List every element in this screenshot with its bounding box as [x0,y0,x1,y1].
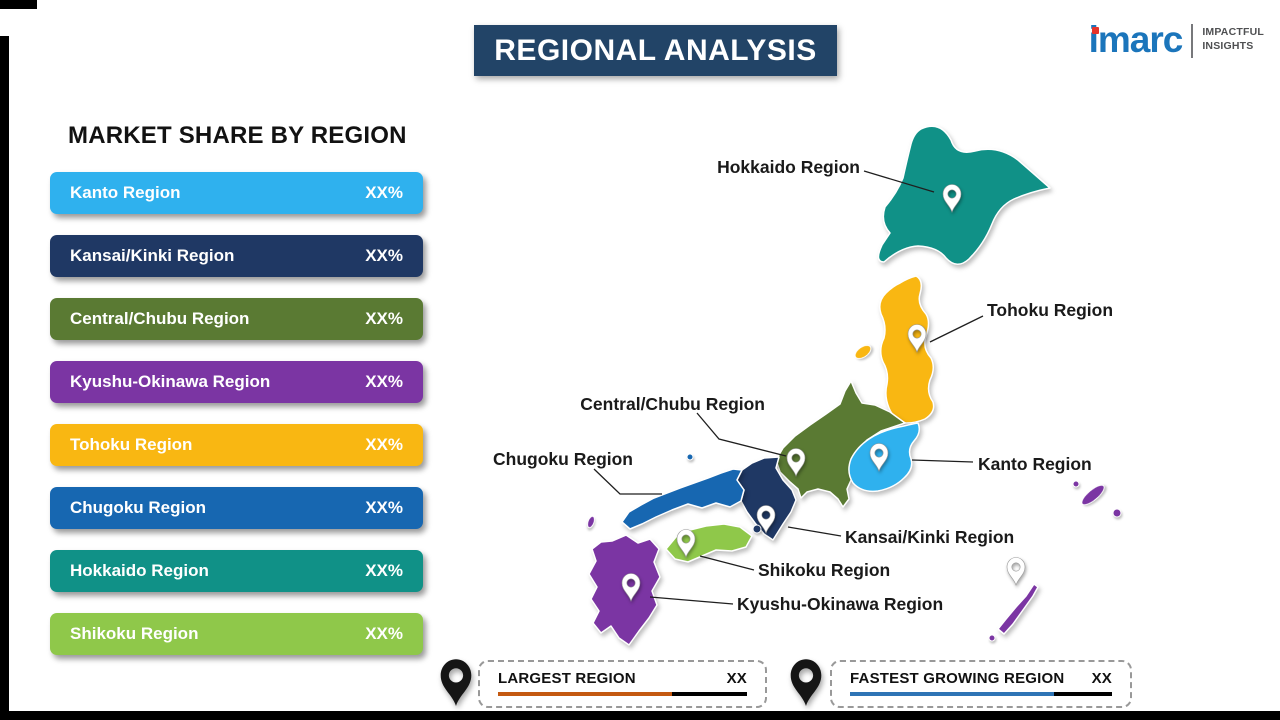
market-share-bar-kanto: Kanto Region XX% [50,172,423,214]
bar-value: XX% [365,435,403,454]
legend-pin-icon-fastest [790,659,822,706]
legend-fastest-rest [1054,692,1112,696]
legend-fastest-bar [850,692,1112,696]
market-share-bar-kyushu-okinawa: Kyushu-Okinawa Region XX% [50,361,423,403]
market-share-panel: MARKET SHARE BY REGION Kanto Region XX% … [50,122,423,676]
map-region-okinawa-main [997,583,1039,635]
market-share-heading: MARKET SHARE BY REGION [68,122,407,149]
map-region-chugoku [621,468,745,530]
market-share-bar-tohoku: Tohoku Region XX% [50,424,423,466]
map-label-kyushu-okinawa: Kyushu-Okinawa Region [737,594,943,614]
legend-largest-value: XX [726,670,747,687]
map-island-okinawa-dot1 [1112,508,1122,518]
legend-largest-accent [498,692,673,696]
frame-bottom-bar [0,711,1280,720]
leader-line-kansai [787,526,842,537]
imarc-logo: imarc IMPACTFUL INSIGHTS [1088,19,1264,60]
bar-label: Central/Chubu Region [70,309,250,328]
leader-line-shikoku [699,555,755,571]
map-island-okinawa-dot3 [988,634,996,642]
logo-accent-dot-icon [1091,27,1099,34]
market-share-bar-shikoku: Shikoku Region XX% [50,613,423,655]
bar-value: XX% [365,309,403,328]
logo-tagline: IMPACTFUL INSIGHTS [1202,26,1264,53]
frame-top-corner [0,0,37,9]
page-title-text: REGIONAL ANALYSIS [494,33,817,67]
map-island-okinawa-dot2 [1072,480,1080,488]
map-label-shikoku: Shikoku Region [758,560,890,580]
legend-largest-region-box: LARGEST REGION XX [478,660,767,708]
bar-label: Kanto Region [70,183,181,202]
location-pin-icon-okinawa [1006,557,1026,586]
map-label-tohoku: Tohoku Region [987,300,1113,320]
legend-fastest-growing-box: FASTEST GROWING REGION XX [830,660,1132,708]
leader-line-tohoku [929,315,984,343]
market-share-bar-kansai: Kansai/Kinki Region XX% [50,235,423,277]
market-share-bar-chubu: Central/Chubu Region XX% [50,298,423,340]
logo-divider [1191,24,1194,58]
map-region-tohoku [879,275,935,424]
frame-left-bar [0,36,9,720]
map-label-kanto: Kanto Region [978,454,1092,474]
map-island-tsushima [587,515,595,529]
leader-line-chubu [696,412,787,457]
logo-brand-text: imarc [1088,19,1184,60]
market-share-bar-chugoku: Chugoku Region XX% [50,487,423,529]
map-region-hokkaido [877,125,1051,265]
legend-largest-rest [672,692,747,696]
bar-value: XX% [365,498,403,517]
legend-fastest-value: XX [1091,670,1112,687]
bar-label: Shikoku Region [70,624,199,643]
bar-value: XX% [365,624,403,643]
leader-line-kanto [911,459,974,463]
legend-pin-icon-largest [440,659,472,706]
market-share-bar-hokkaido: Hokkaido Region XX% [50,550,423,592]
leader-line-hokkaido [863,170,935,193]
bar-label: Tohoku Region [70,435,193,454]
legend-fastest-accent [850,692,1055,696]
bar-label: Chugoku Region [70,498,206,517]
bar-label: Kansai/Kinki Region [70,246,235,265]
bar-label: Hokkaido Region [70,561,209,580]
map-label-chugoku: Chugoku Region [493,449,633,469]
bar-value: XX% [365,246,403,265]
map-label-chubu: Central/Chubu Region [580,394,765,414]
map-island-amami [1081,484,1105,506]
map-island-oki [686,453,694,461]
bar-value: XX% [365,183,403,202]
legend-largest-label: LARGEST REGION [498,670,636,687]
map-label-hokkaido: Hokkaido Region [717,157,860,177]
logo-tagline-line2: INSIGHTS [1202,39,1254,52]
logo-brand: imarc [1088,19,1184,60]
map-island-awaji [752,524,762,534]
legend-largest-bar [498,692,747,696]
page-title: REGIONAL ANALYSIS [474,25,837,76]
map-island-sado [854,344,872,360]
bar-label: Kyushu-Okinawa Region [70,372,271,391]
bar-value: XX% [365,561,403,580]
leader-line-chugoku [593,468,662,495]
legend-fastest-label: FASTEST GROWING REGION [850,670,1065,687]
bar-value: XX% [365,372,403,391]
leader-line-kyushu-okinawa [649,596,734,605]
logo-tagline-line1: IMPACTFUL [1202,26,1264,38]
map-label-kansai: Kansai/Kinki Region [845,527,1014,547]
